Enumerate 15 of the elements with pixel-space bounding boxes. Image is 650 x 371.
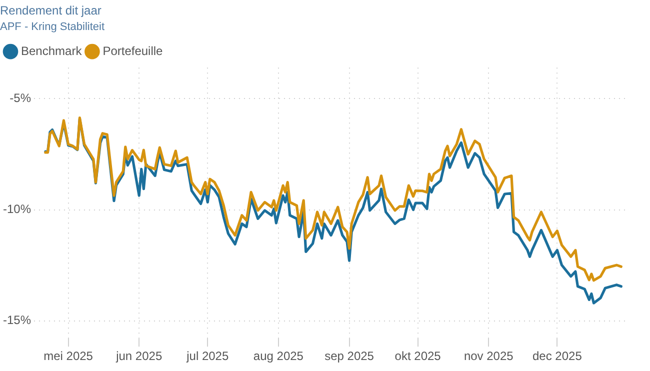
y-tick-label: -5%	[10, 91, 32, 106]
x-tick-label: sep 2025	[324, 349, 374, 364]
x-tick-label: okt 2025	[394, 349, 442, 364]
x-tick-label: dec 2025	[532, 349, 582, 364]
y-tick-label: -15%	[3, 313, 32, 328]
x-tick-label: jun 2025	[115, 349, 162, 364]
x-tick-label: nov 2025	[464, 349, 514, 364]
chart-subtitle: APF - Kring Stabiliteit	[0, 21, 105, 34]
legend-label: Portefeuille	[102, 44, 164, 58]
x-tick-label: jul 2025	[186, 349, 229, 364]
legend-label: Benchmark	[21, 44, 83, 58]
x-tick-label: aug 2025	[253, 349, 304, 364]
x-tick-label: mei 2025	[44, 349, 94, 364]
y-tick-label: -10%	[3, 202, 32, 216]
chart-title: Rendement dit jaar	[0, 4, 102, 18]
